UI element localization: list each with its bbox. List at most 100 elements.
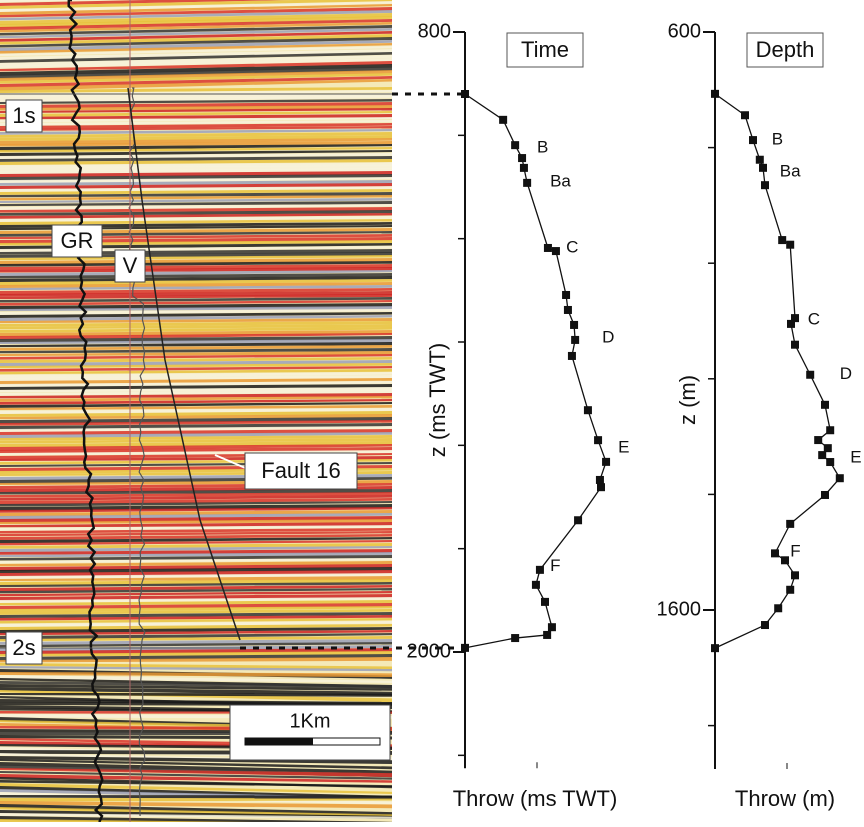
seismic-reflector: [0, 360, 392, 367]
seismic-reflector: [0, 25, 392, 36]
y-tick-label: 600: [668, 20, 701, 42]
seismic-reflector: [0, 507, 392, 513]
seismic-reflector: [0, 636, 392, 642]
horizon-label: E: [618, 437, 629, 456]
seismic-reflector: [0, 111, 392, 118]
throw-point: [786, 519, 795, 528]
label-box: [51, 224, 103, 258]
seismic-reflector: [0, 147, 392, 153]
throw-point: [791, 340, 799, 349]
throw-point: [602, 457, 611, 466]
throw-point: [523, 178, 532, 187]
seismic-reflector: [0, 13, 392, 25]
seismic-reflector: [0, 34, 392, 45]
seismic-reflector: [0, 336, 392, 343]
seismic-reflector: [0, 67, 392, 79]
seismic-reflector: [0, 417, 392, 424]
throw-point: [541, 597, 549, 606]
seismic-reflector: [0, 627, 392, 634]
horizon-label: Ba: [780, 161, 801, 180]
throw-point: [711, 89, 719, 98]
label-box: [114, 249, 146, 283]
seismic-reflector: [0, 537, 392, 544]
throw-point: [461, 643, 469, 652]
seismic-reflector: [0, 420, 392, 426]
seismic-reflector: [0, 408, 392, 415]
x-axis-label: Throw (m): [735, 786, 835, 811]
throw-point: [786, 240, 795, 249]
seismic-reflector: [0, 378, 392, 385]
horizon-label: C: [566, 237, 578, 256]
x-axis-label: Throw (ms TWT): [453, 786, 618, 811]
seismic-reflector: [0, 447, 392, 454]
seismic-reflector: [0, 585, 392, 592]
seismic-reflector: [0, 273, 392, 279]
seismic-reflector: [0, 561, 392, 567]
throw-point: [781, 556, 789, 565]
seismic-reflector: [0, 390, 392, 396]
horizon-label: B: [772, 130, 783, 149]
seismic-reflector: [0, 606, 392, 613]
seismic-reflector: [0, 588, 392, 594]
seismic-reflector: [0, 663, 392, 670]
seismic-reflector: [0, 138, 392, 145]
throw-point: [821, 490, 829, 499]
horizon-label: D: [840, 364, 852, 383]
label-box: [5, 631, 43, 665]
seismic-reflector: [0, 600, 392, 606]
seismic-reflector: [0, 615, 392, 621]
y-tick-label: 2000: [407, 640, 452, 662]
seismic-reflector: [0, 546, 392, 553]
seismic-reflector: [0, 402, 392, 408]
throw-point: [499, 115, 508, 124]
seismic-reflector: [0, 303, 392, 310]
seismic-reflector: [0, 591, 392, 597]
seismic-reflector: [0, 216, 392, 223]
throw-point: [806, 370, 815, 379]
seismic-reflector: [0, 435, 392, 441]
seismic-reflector: [0, 99, 392, 105]
throw-point: [761, 181, 769, 190]
seismic-reflector: [0, 771, 392, 780]
seismic-reflector: [0, 513, 392, 520]
time-label: 2s: [12, 635, 35, 660]
seismic-reflector: [0, 174, 392, 181]
time-label: 1s: [12, 103, 35, 128]
seismic-reflector: [0, 651, 392, 657]
seismic-reflector: [0, 10, 392, 21]
seismic-reflector: [0, 618, 392, 624]
seismic-reflector: [0, 348, 392, 354]
seismic-reflector: [0, 285, 392, 291]
seismic-reflector: [0, 441, 392, 448]
seismic-reflector: [0, 276, 392, 283]
seismic-reflector: [0, 345, 392, 351]
y-axis-label: z (m): [675, 375, 700, 425]
throw-point: [778, 236, 787, 245]
title-box: [746, 32, 824, 68]
scale-label: 1Km: [289, 710, 330, 732]
seismic-reflector: [0, 555, 392, 561]
throw-point: [535, 565, 544, 574]
seismic-reflector: [0, 612, 392, 619]
seismic-reflector: [0, 73, 392, 84]
seismic-reflector: [0, 70, 392, 82]
throw-point: [574, 516, 583, 525]
throw-point: [759, 163, 767, 172]
seismic-reflector: [0, 150, 392, 157]
seismic-reflector: [0, 438, 392, 444]
seismic-reflector: [0, 79, 392, 91]
throw-point: [543, 630, 552, 639]
seismic-reflector: [0, 654, 392, 661]
seismic-reflector: [0, 519, 392, 525]
scale-box: [229, 704, 391, 761]
seismic-reflector: [0, 159, 392, 166]
seismic-reflector: [0, 312, 392, 319]
seismic-reflector: [0, 0, 392, 10]
seismic-reflector: [0, 213, 392, 219]
seismic-reflector: [0, 135, 392, 141]
seismic-reflector: [0, 624, 392, 631]
seismic-reflector: [0, 180, 392, 186]
seismic-reflector: [0, 621, 392, 628]
y-axis-label: z (ms TWT): [425, 343, 450, 457]
